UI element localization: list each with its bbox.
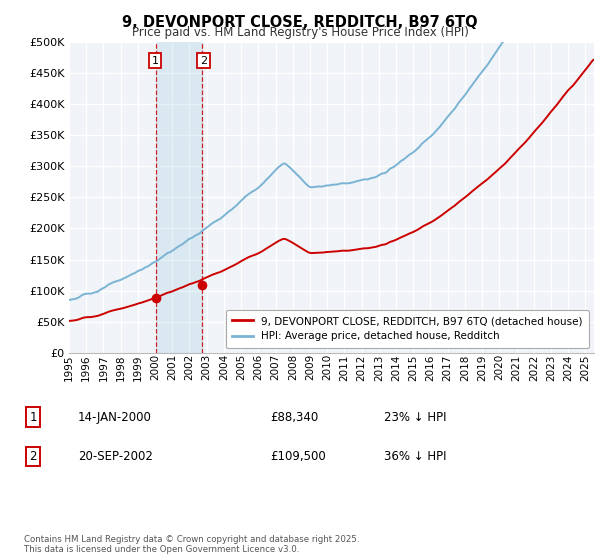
Text: 23% ↓ HPI: 23% ↓ HPI xyxy=(384,410,446,424)
Text: Price paid vs. HM Land Registry's House Price Index (HPI): Price paid vs. HM Land Registry's House … xyxy=(131,26,469,39)
Text: 9, DEVONPORT CLOSE, REDDITCH, B97 6TQ: 9, DEVONPORT CLOSE, REDDITCH, B97 6TQ xyxy=(122,15,478,30)
Bar xyxy=(156,42,202,353)
Text: 2: 2 xyxy=(200,55,207,66)
Text: 14-JAN-2000: 14-JAN-2000 xyxy=(78,410,152,424)
Text: £109,500: £109,500 xyxy=(270,450,326,463)
Text: 1: 1 xyxy=(151,55,158,66)
Text: 1: 1 xyxy=(29,410,37,424)
Text: £88,340: £88,340 xyxy=(270,410,318,424)
Text: 36% ↓ HPI: 36% ↓ HPI xyxy=(384,450,446,463)
Text: 20-SEP-2002: 20-SEP-2002 xyxy=(78,450,153,463)
Legend: 9, DEVONPORT CLOSE, REDDITCH, B97 6TQ (detached house), HPI: Average price, deta: 9, DEVONPORT CLOSE, REDDITCH, B97 6TQ (d… xyxy=(226,310,589,348)
Text: 2: 2 xyxy=(29,450,37,463)
Text: Contains HM Land Registry data © Crown copyright and database right 2025.
This d: Contains HM Land Registry data © Crown c… xyxy=(24,535,359,554)
